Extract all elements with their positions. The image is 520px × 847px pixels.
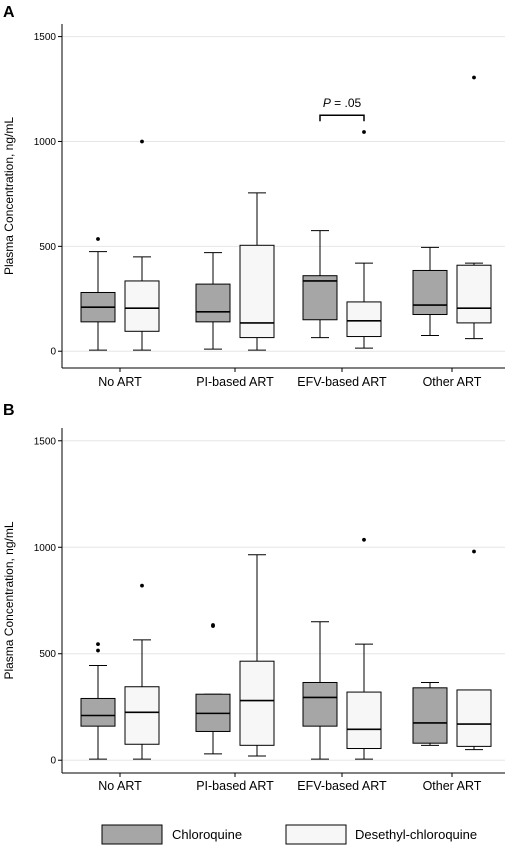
- box-desethyl-chloroquine: [346, 537, 382, 760]
- x-tick-label: PI-based ART: [196, 375, 274, 389]
- iqr-box: [456, 264, 492, 324]
- chart-panel-b: 0 500 1000 1500 No ART PI-based ART EFV-based …: [2, 402, 505, 793]
- box-chloroquine: [412, 681, 448, 746]
- box-desethyl-chloroquine: [239, 554, 275, 757]
- y-tick-label: 1500: [34, 436, 57, 447]
- iqr-box: [412, 269, 448, 316]
- y-tick-label: 500: [39, 649, 56, 660]
- box-desethyl-chloroquine: [346, 130, 382, 349]
- box-chloroquine: [302, 621, 338, 760]
- iqr-box: [346, 691, 382, 750]
- outlier-point: [472, 75, 476, 80]
- iqr-box: [124, 686, 160, 745]
- y-tick-label: 1500: [34, 32, 57, 43]
- x-tick-label: No ART: [98, 779, 142, 793]
- iqr-box: [302, 275, 338, 321]
- iqr-box: [456, 689, 492, 747]
- iqr-box: [239, 244, 275, 339]
- p-value-number: = .05: [331, 96, 362, 110]
- chart-panel-a: 0 500 1000 1500 No ART PI-based ART EFV-based …: [2, 4, 505, 389]
- outlier-point: [362, 537, 366, 542]
- y-tick-label: 1000: [34, 543, 57, 554]
- x-tick-label: No ART: [98, 375, 142, 389]
- box-chloroquine: [195, 252, 231, 350]
- legend-label: Chloroquine: [172, 827, 242, 842]
- p-value-symbol: P: [323, 96, 331, 110]
- box-desethyl-chloroquine: [456, 549, 492, 751]
- outlier-point: [211, 623, 215, 627]
- box-desethyl-chloroquine: [456, 75, 492, 340]
- outlier-point: [140, 583, 144, 588]
- outlier-point: [96, 648, 100, 653]
- y-tick-label: 0: [50, 756, 56, 767]
- outlier-point: [472, 549, 476, 554]
- outlier-point: [96, 642, 100, 647]
- y-axis-label: Plasma Concentration, ng/mL: [2, 117, 16, 275]
- outlier-point: [96, 237, 100, 241]
- panel-label: A: [3, 4, 15, 21]
- box-desethyl-chloroquine: [239, 192, 275, 351]
- x-tick-label: PI-based ART: [196, 779, 274, 793]
- box-desethyl-chloroquine: [124, 139, 160, 351]
- iqr-box: [346, 301, 382, 338]
- x-tick-label: Other ART: [423, 779, 482, 793]
- y-tick-label: 1000: [34, 137, 57, 148]
- iqr-box: [302, 681, 338, 727]
- legend: Chloroquine Desethyl-chloroquine: [101, 824, 477, 845]
- iqr-box: [124, 280, 160, 332]
- legend-item: Desethyl-chloroquine: [285, 824, 477, 845]
- box-chloroquine: [80, 237, 116, 351]
- legend-swatch: [101, 824, 163, 845]
- box-chloroquine: [80, 642, 116, 760]
- box-chloroquine: [195, 623, 231, 755]
- iqr-box: [412, 687, 448, 744]
- y-tick-label: 0: [50, 347, 56, 358]
- box-desethyl-chloroquine: [124, 583, 160, 760]
- legend-item: Chloroquine: [101, 824, 242, 845]
- x-tick-label: EFV-based ART: [297, 779, 387, 793]
- iqr-box: [195, 283, 231, 323]
- iqr-box: [80, 697, 116, 727]
- iqr-box: [239, 660, 275, 746]
- y-tick-label: 500: [39, 242, 56, 253]
- panel-label: B: [3, 402, 15, 419]
- x-tick-label: EFV-based ART: [297, 375, 387, 389]
- box-chloroquine: [412, 246, 448, 336]
- legend-swatch: [285, 824, 347, 845]
- outlier-point: [362, 130, 366, 134]
- significance-bracket: [319, 114, 365, 122]
- outlier-point: [140, 139, 144, 144]
- legend-label: Desethyl-chloroquine: [355, 827, 477, 842]
- box-chloroquine: [302, 230, 338, 339]
- x-tick-label: Other ART: [423, 375, 482, 389]
- y-axis-label: Plasma Concentration, ng/mL: [2, 521, 16, 679]
- p-value-label: P = .05: [323, 96, 362, 110]
